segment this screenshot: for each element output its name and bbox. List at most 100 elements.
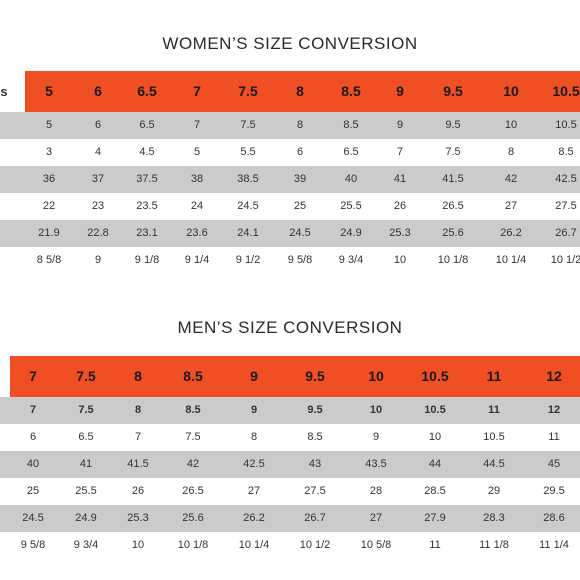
women-table-row: 5 6 6.5 7 7.5 8 8.5 9 9.5 10 10.5 — [0, 112, 580, 139]
women-header-cell: 10 — [503, 83, 519, 99]
men-header-cell: 9 — [250, 368, 258, 384]
women-table-row: 8 5/8 9 9 1/8 9 1/4 9 1/2 9 5/8 9 3/4 10 10 1/8 1… — [0, 247, 580, 274]
men-table-cell: 41.5 — [127, 458, 149, 470]
men-table-cell: 10 — [131, 539, 145, 551]
men-table-cell: 42 — [186, 458, 200, 470]
men-table-cell: 29 — [487, 485, 501, 497]
men-table-cell: 26 — [131, 485, 145, 497]
women-table-cell: 26.5 — [442, 200, 464, 212]
women-table-cell: 9 — [94, 254, 102, 266]
women-table-row: 36 37 37.5 38 38.5 39 40 41 41.5 42 42.5 — [0, 166, 580, 193]
men-table-cell: 41 — [79, 458, 93, 470]
men-header-cell: 8 — [134, 368, 142, 384]
women-table-cell: 26 — [393, 200, 407, 212]
women-table-cell: 39 — [293, 173, 307, 185]
men-table-cell: 11 1/4 — [539, 539, 569, 551]
women-table-cell: 24.9 — [340, 227, 362, 239]
women-table-cell: 27 — [504, 200, 518, 212]
men-table-cell: 43.5 — [365, 458, 387, 470]
men-table-cell: 26.7 — [304, 512, 326, 524]
women-table-cell: 8.5 — [558, 146, 574, 158]
men-table-cell: 7 — [134, 431, 142, 443]
men-table-row: 24.5 24.9 25.3 25.6 26.2 26.7 27 27.9 28.3 28.6 — [0, 505, 580, 532]
men-table-cell: 9 3/4 — [73, 539, 99, 551]
women-table-cell: 7 — [193, 119, 201, 131]
men-table-cell: 10.5 — [483, 431, 505, 443]
women-table-cell: 10 1/8 — [437, 254, 469, 266]
men-table-cell: 11 — [488, 404, 500, 416]
men-header-cell: 9.5 — [305, 368, 325, 384]
men-table-cell: 27.5 — [304, 485, 326, 497]
men-table-cell: 10 1/8 — [177, 539, 209, 551]
women-table-cell: 41.5 — [442, 173, 464, 185]
men-table-cell: 9 5/8 — [20, 539, 46, 551]
women-table-cell: 25.5 — [340, 200, 362, 212]
women-table-cell: 8 — [507, 146, 515, 158]
men-header-row: 7 7.5 8 8.5 9 9.5 10 10.5 11 12 — [10, 356, 580, 397]
men-table-cell: 28.3 — [483, 512, 505, 524]
men-header-cell: 7.5 — [76, 368, 96, 384]
men-table-cell: 27 — [247, 485, 261, 497]
women-table-cell: 41 — [393, 173, 407, 185]
men-table-cell: 11 — [429, 539, 441, 551]
women-table-cell: 8.5 — [343, 119, 359, 131]
women-header-cell: 7 — [193, 83, 201, 99]
women-table-cell: 10 — [504, 119, 518, 131]
men-table-cell: 29.5 — [543, 485, 565, 497]
women-table-cell: 8 — [296, 119, 304, 131]
women-table-cell: 5.5 — [240, 146, 256, 158]
men-table-cell: 44.5 — [483, 458, 505, 470]
women-table-cell: 6.5 — [139, 119, 155, 131]
women-header-cell: 6.5 — [137, 83, 157, 99]
women-table-row: 22 23 23.5 24 24.5 25 25.5 26 26.5 27 27.5 — [0, 193, 580, 220]
men-table-cell: 28.6 — [543, 512, 565, 524]
women-table-cell: 4.5 — [139, 146, 155, 158]
women-table-cell: 24.5 — [237, 200, 259, 212]
men-table-cell: 7 — [29, 404, 37, 416]
men-table-cell: 25.3 — [127, 512, 149, 524]
women-table-cell: 10 — [393, 254, 407, 266]
women-table-cell: 25 — [293, 200, 307, 212]
women-table-cell: 26.2 — [500, 227, 522, 239]
women-header-cell: 5 — [45, 83, 53, 99]
women-header-cell: 8.5 — [341, 83, 361, 99]
men-header-cell: 11 — [486, 368, 502, 384]
women-table-cell: 25.6 — [442, 227, 464, 239]
men-table-row: 40 41 41.5 42 42.5 43 43.5 44 44.5 45 — [0, 451, 580, 478]
women-table-cell: 38 — [190, 173, 204, 185]
women-header-cell: 6 — [94, 83, 102, 99]
men-header-cell: 10.5 — [421, 368, 449, 384]
women-table-cell: 9 — [396, 119, 404, 131]
women-table-cell: 40 — [344, 173, 358, 185]
women-table-cell: 36 — [42, 173, 56, 185]
men-table-cell: 42.5 — [243, 458, 265, 470]
women-table-cell: 24.5 — [289, 227, 311, 239]
men-table-cell: 10 1/4 — [238, 539, 270, 551]
men-table-cell: 9.5 — [307, 404, 323, 416]
women-table-cell: 23.6 — [186, 227, 208, 239]
men-table-cell: 9 — [372, 431, 380, 443]
men-header-cell: 8.5 — [183, 368, 203, 384]
women-header-cell: 8 — [296, 83, 304, 99]
men-table-cell: 27 — [369, 512, 383, 524]
men-table-cell: 6 — [29, 431, 37, 443]
women-table-cell: 10 1/2 — [550, 254, 580, 266]
women-table-cell: 9.5 — [445, 119, 461, 131]
men-table-cell: 10 — [428, 431, 442, 443]
women-table-cell: 38.5 — [237, 173, 259, 185]
women-table-cell: 8 5/8 — [36, 254, 62, 266]
women-header-stub: s — [0, 84, 8, 99]
men-table-cell: 8 — [134, 404, 142, 416]
men-table-cell: 10 1/2 — [299, 539, 331, 551]
men-table-cell: 44 — [428, 458, 442, 470]
men-table-cell: 43 — [308, 458, 322, 470]
men-table-cell: 10 5/8 — [360, 539, 392, 551]
women-table-cell: 9 1/2 — [235, 254, 261, 266]
men-table-cell: 45 — [547, 458, 561, 470]
women-header-cell: 7.5 — [238, 83, 258, 99]
men-table-cell: 10 — [369, 404, 383, 416]
women-table-cell: 6 — [94, 119, 102, 131]
men-table-cell: 25 — [26, 485, 40, 497]
women-table-cell: 7.5 — [240, 119, 256, 131]
women-table-cell: 6.5 — [343, 146, 359, 158]
